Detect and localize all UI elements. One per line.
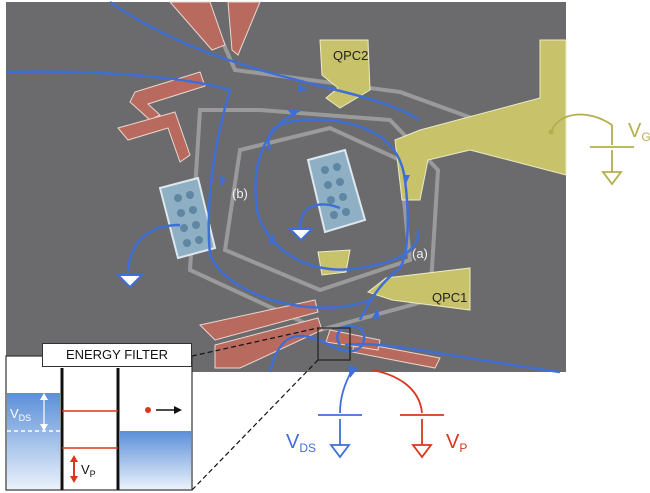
- vg-label: VG: [628, 120, 650, 144]
- right-fermi-sea: [120, 431, 191, 489]
- zoom-line-top: [191, 327, 319, 357]
- edge-channel-exit-center: [298, 203, 341, 229]
- zoom-region: [317, 327, 351, 361]
- vp-circuit: [371, 369, 444, 459]
- path-a-label: (a): [412, 246, 428, 261]
- energy-filter-title: ENERGY FILTER: [42, 343, 192, 367]
- edge-channel-exit-left: [126, 223, 181, 273]
- zoom-line-bottom: [191, 359, 319, 491]
- energy-filter-inset: VDS VP: [5, 355, 193, 491]
- vds-label: VDS: [286, 431, 316, 455]
- electron: [145, 407, 151, 413]
- edge-channel-bottom-right: [344, 342, 561, 374]
- ground-center: [287, 228, 315, 242]
- qpc2-label: QPC2: [333, 48, 368, 63]
- edge-channel-inner-b: [254, 108, 420, 271]
- vds-arrow: [348, 365, 358, 378]
- edge-channel-top: [109, 0, 421, 122]
- red-gates: [117, 1, 441, 369]
- inset-vp-label: VP: [81, 462, 96, 479]
- quantum-dot-left: [158, 176, 217, 260]
- path-b-label: (b): [232, 186, 248, 201]
- ground-left: [115, 274, 145, 289]
- yellow-gates: [317, 39, 567, 311]
- vg-contact: [548, 129, 554, 135]
- edge-channel-bottom: [268, 324, 366, 373]
- channel-arrows: [219, 84, 410, 320]
- left-fermi-sea: [7, 393, 60, 489]
- edge-channel-inner-a: [267, 118, 409, 321]
- vg-circuit: [550, 113, 634, 186]
- vp-label: VP: [446, 431, 467, 455]
- vds-circuit: [318, 369, 362, 459]
- qpc1-label: QPC1: [432, 290, 467, 305]
- edge-channels: [5, 0, 561, 374]
- quantum-dot-center: [306, 148, 367, 234]
- edge-channel-left: [5, 70, 371, 309]
- inset-vds-label: VDS: [10, 406, 31, 423]
